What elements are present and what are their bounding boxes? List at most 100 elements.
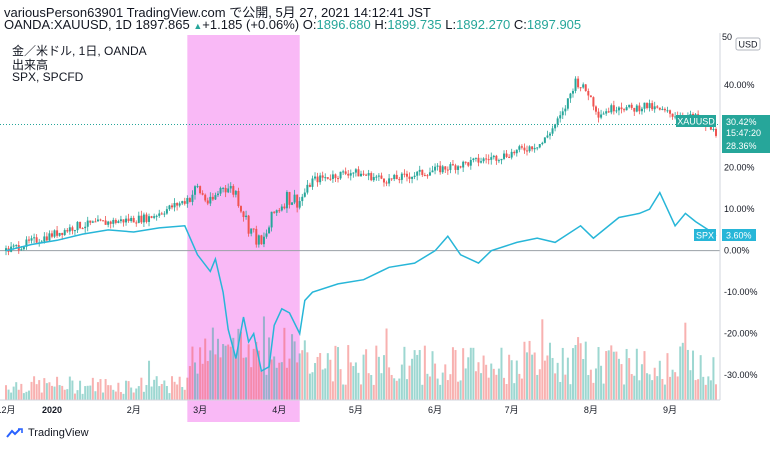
low-value: 1892.270	[456, 17, 511, 32]
volume-bar	[388, 367, 391, 400]
volume-bar	[347, 345, 350, 400]
volume-bar	[630, 374, 633, 400]
volume-bar	[694, 380, 697, 400]
volume-bar	[109, 385, 112, 400]
candle-body	[30, 238, 33, 241]
candle-body	[405, 173, 408, 177]
volume-bar	[125, 380, 128, 400]
candle-body	[275, 210, 278, 213]
y-tick-top-partial: 50	[722, 32, 732, 42]
volume-bar	[362, 354, 365, 400]
volume-bar	[79, 380, 82, 400]
y-tick-label: -20.00%	[724, 329, 758, 339]
candle-body	[22, 246, 25, 250]
legend-xauusd[interactable]: 金／米ドル, 1日, OANDA	[12, 44, 147, 58]
volume-bar	[651, 380, 654, 400]
candle-body	[79, 221, 82, 229]
tradingview-logo[interactable]: TradingView	[6, 427, 89, 439]
candle-body	[35, 237, 38, 243]
candle-body	[597, 111, 600, 118]
volume-bar	[104, 379, 107, 400]
candle-body	[321, 175, 324, 178]
volume-bar	[324, 368, 327, 400]
volume-bar	[160, 384, 163, 400]
volume-bar	[423, 345, 426, 400]
volume-bar	[602, 383, 605, 400]
candle-body	[334, 174, 337, 179]
volume-bar	[635, 348, 638, 400]
candle-body	[61, 232, 64, 235]
volume-bar	[285, 367, 288, 400]
candle-body	[232, 186, 235, 195]
candle-body	[669, 110, 672, 114]
volume-bar	[467, 357, 470, 400]
x-tick-label: 3月	[193, 405, 207, 415]
volume-bar	[385, 328, 388, 400]
volume-bar	[229, 346, 232, 400]
volume-bar	[508, 354, 511, 400]
candle-body	[188, 198, 191, 202]
volume-bar	[20, 383, 23, 400]
candle-body	[372, 177, 375, 181]
volume-bar	[582, 359, 585, 400]
volume-bar	[91, 377, 94, 400]
volume-bar	[12, 386, 15, 400]
volume-bar	[653, 367, 656, 400]
open-label: O:	[302, 17, 317, 32]
candle-body	[63, 230, 66, 235]
volume-bar	[224, 345, 227, 400]
volume-bar	[178, 376, 181, 400]
volume-bar	[451, 347, 454, 400]
volume-bar	[127, 381, 130, 400]
candle-body	[58, 232, 61, 236]
candle-body	[651, 103, 654, 110]
volume-bar	[76, 390, 79, 400]
candle-body	[480, 161, 483, 163]
candle-body	[566, 98, 569, 109]
volume-bar	[625, 348, 628, 400]
volume-bar	[242, 357, 245, 400]
volume-bar	[176, 384, 179, 400]
candle-body	[411, 176, 414, 179]
volume-bar	[439, 384, 442, 400]
candle-body	[615, 110, 618, 112]
volume-bar	[199, 347, 202, 400]
candle-body	[561, 111, 564, 116]
candle-body	[536, 147, 539, 149]
volume-bar	[163, 380, 166, 400]
volume-bar	[183, 389, 186, 400]
candle-body	[400, 173, 403, 180]
volume-bar	[273, 356, 276, 400]
candle-body	[434, 166, 437, 171]
volume-bar	[648, 374, 651, 400]
candle-body	[620, 107, 623, 110]
candle-body	[538, 144, 541, 148]
candle-body	[408, 176, 411, 179]
candle-body	[224, 187, 227, 193]
legend-volume[interactable]: 出来高	[12, 58, 49, 72]
volume-bar	[370, 375, 373, 400]
candle-body	[268, 227, 271, 234]
legend-spx[interactable]: SPX, SPCFD	[12, 70, 84, 84]
volume-bar	[413, 350, 416, 400]
candle-body	[579, 87, 582, 89]
volume-bar	[515, 360, 518, 400]
candle-body	[331, 174, 334, 179]
volume-bar	[551, 357, 554, 400]
volume-bar	[559, 381, 562, 400]
candle-body	[280, 206, 283, 211]
volume-bar	[168, 393, 171, 400]
candle-body	[490, 157, 493, 160]
volume-bar	[656, 376, 659, 400]
candle-body	[273, 211, 276, 213]
volume-bar	[17, 389, 20, 400]
volume-bar	[490, 363, 493, 400]
volume-bar	[474, 371, 477, 400]
volume-bar	[270, 359, 273, 400]
high-value: 1899.735	[387, 17, 442, 32]
x-tick-label: 4月	[272, 405, 286, 415]
candle-body	[27, 239, 30, 241]
candle-body	[454, 165, 457, 170]
volume-bar	[620, 364, 623, 400]
